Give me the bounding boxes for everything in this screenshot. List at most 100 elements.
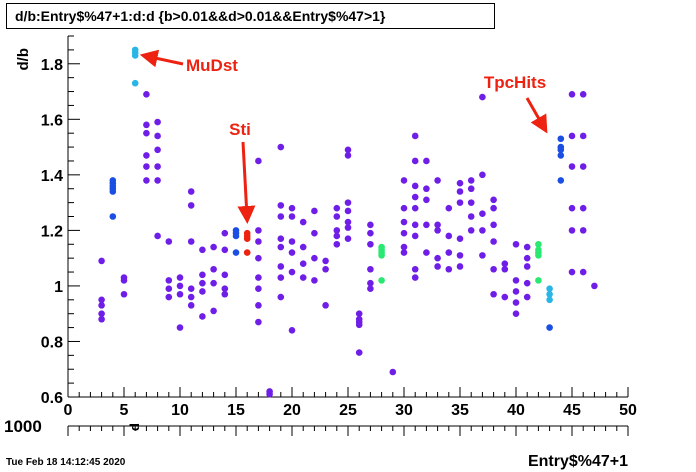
data-point bbox=[591, 282, 598, 290]
data-point bbox=[423, 185, 430, 193]
data-point bbox=[546, 324, 553, 331]
data-point bbox=[546, 296, 553, 304]
data-point bbox=[434, 227, 441, 234]
data-point bbox=[165, 285, 173, 293]
data-point bbox=[568, 268, 576, 276]
data-point bbox=[176, 324, 184, 331]
data-point bbox=[467, 185, 475, 193]
data-point bbox=[154, 118, 161, 126]
data-point bbox=[400, 243, 408, 251]
data-point bbox=[143, 163, 150, 170]
data-point bbox=[367, 229, 374, 237]
data-point bbox=[535, 240, 542, 248]
data-point bbox=[344, 152, 352, 159]
data-point bbox=[344, 207, 352, 215]
data-point bbox=[423, 221, 430, 229]
data-point bbox=[557, 135, 565, 143]
data-point bbox=[221, 271, 229, 279]
data-point bbox=[501, 293, 509, 301]
data-point bbox=[221, 285, 229, 293]
data-point bbox=[557, 152, 565, 159]
data-point bbox=[288, 204, 296, 212]
data-point bbox=[199, 288, 206, 295]
data-point bbox=[210, 279, 217, 287]
data-point bbox=[143, 152, 150, 159]
data-point bbox=[255, 254, 262, 262]
data-point bbox=[467, 199, 475, 206]
chart-title: d/b:Entry$%47+1:d:d {b>0.01&&d>0.01&&Ent… bbox=[6, 3, 495, 29]
data-point bbox=[322, 302, 329, 309]
data-point bbox=[355, 321, 363, 329]
data-point bbox=[288, 327, 296, 334]
data-point bbox=[535, 277, 542, 284]
y-tick-label: 1.6 bbox=[41, 112, 63, 129]
annotation-label: TpcHits bbox=[484, 73, 546, 92]
data-point bbox=[98, 257, 105, 265]
data-point bbox=[378, 252, 385, 259]
data-point bbox=[210, 265, 217, 273]
y-axis-ticks: 0.6 0.8 1 1.2 1.4 1.6 1.8 bbox=[41, 35, 80, 407]
data-point bbox=[243, 249, 251, 256]
data-point bbox=[243, 235, 251, 243]
data-point bbox=[143, 121, 150, 129]
data-point bbox=[523, 293, 531, 301]
data-point bbox=[98, 310, 105, 317]
data-point bbox=[523, 243, 531, 251]
data-point bbox=[288, 249, 296, 256]
data-point bbox=[523, 279, 531, 287]
data-point bbox=[288, 268, 296, 276]
data-point bbox=[232, 232, 240, 240]
data-point bbox=[98, 302, 105, 309]
data-point bbox=[579, 268, 587, 276]
data-point bbox=[411, 157, 419, 165]
data-point bbox=[411, 132, 419, 140]
data-point bbox=[512, 288, 520, 295]
data-point bbox=[277, 143, 285, 151]
data-point bbox=[333, 232, 341, 240]
data-point bbox=[266, 390, 273, 398]
annotations: MuDst Sti TpcHits bbox=[139, 49, 548, 224]
data-point bbox=[411, 182, 419, 190]
data-point bbox=[187, 238, 195, 245]
data-point bbox=[187, 293, 195, 301]
data-point bbox=[255, 157, 262, 165]
data-point bbox=[434, 254, 441, 262]
data-point bbox=[187, 188, 195, 195]
data-point bbox=[344, 218, 352, 226]
y-tick-label: 1.4 bbox=[41, 168, 63, 185]
data-point bbox=[344, 235, 352, 243]
y-tick-label: 1.2 bbox=[41, 223, 63, 240]
data-point bbox=[176, 274, 184, 281]
data-point bbox=[221, 246, 229, 254]
data-point bbox=[277, 263, 285, 270]
data-point bbox=[579, 91, 587, 98]
data-point bbox=[400, 229, 408, 237]
data-point bbox=[187, 302, 195, 309]
data-point bbox=[333, 213, 341, 220]
data-point bbox=[411, 204, 419, 212]
data-point bbox=[154, 146, 161, 154]
data-point bbox=[199, 246, 206, 254]
x-tick-label: 35 bbox=[451, 402, 469, 419]
data-point bbox=[456, 179, 464, 187]
data-point bbox=[568, 204, 576, 212]
data-point bbox=[288, 238, 296, 245]
data-point bbox=[512, 310, 520, 317]
data-point bbox=[467, 213, 475, 220]
data-point bbox=[512, 277, 520, 284]
data-point bbox=[490, 221, 497, 229]
data-point bbox=[456, 263, 464, 270]
data-point bbox=[187, 285, 195, 293]
data-point bbox=[143, 177, 150, 184]
data-point bbox=[210, 307, 217, 315]
data-point bbox=[557, 146, 565, 154]
data-point bbox=[299, 260, 307, 268]
data-point bbox=[154, 177, 161, 184]
data-point bbox=[344, 146, 352, 154]
data-point bbox=[546, 290, 553, 298]
footer-timestamp: Tue Feb 18 14:12:45 2020 bbox=[6, 457, 126, 468]
data-point bbox=[490, 204, 497, 212]
y-tick-label: 0.6 bbox=[41, 390, 63, 407]
x-tick-label: 20 bbox=[283, 402, 301, 419]
